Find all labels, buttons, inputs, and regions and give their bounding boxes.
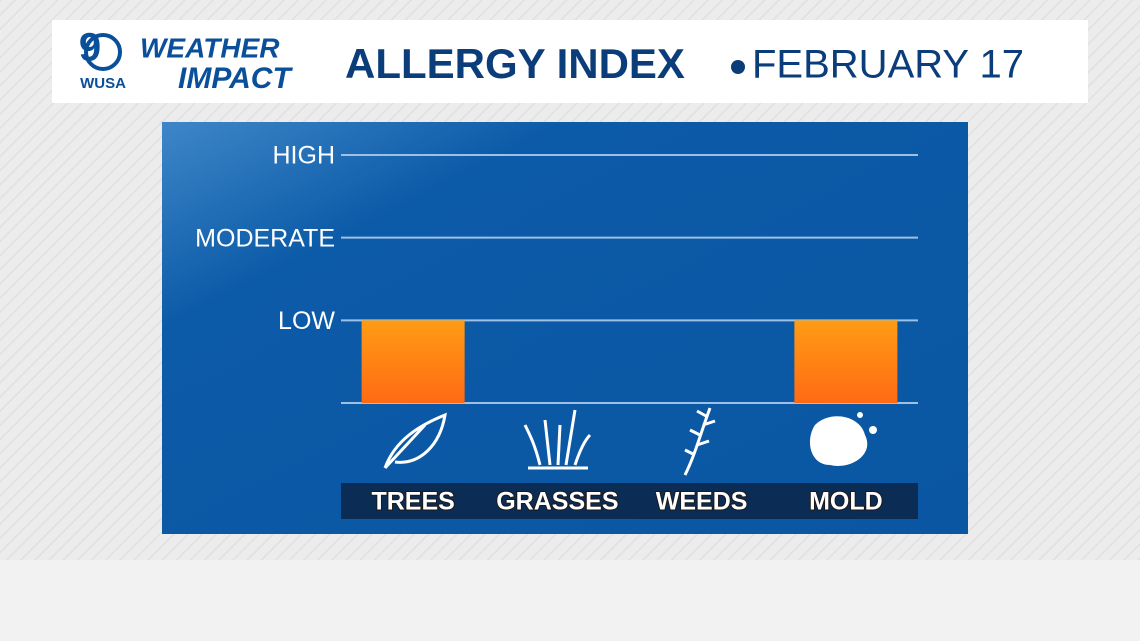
logo-number: 9 xyxy=(79,26,101,70)
mold-icon-dot xyxy=(857,412,863,418)
y-tick-label: HIGH xyxy=(273,142,336,170)
y-tick-label: MODERATE xyxy=(195,224,335,252)
bar xyxy=(794,320,898,403)
weed-icon xyxy=(683,407,716,476)
brand-top: WEATHER xyxy=(140,32,280,63)
brand-bottom: IMPACT xyxy=(178,62,293,95)
x-tick-label: TREES xyxy=(371,488,454,516)
grass-icon xyxy=(523,409,592,470)
logo-text: WUSA xyxy=(80,75,126,92)
category-strip xyxy=(341,483,918,519)
bar xyxy=(361,320,465,403)
chart-subtitle: FEBRUARY 17 xyxy=(752,43,1024,87)
x-tick-label: WEEDS xyxy=(656,488,748,516)
icons xyxy=(383,407,716,476)
y-tick-label: LOW xyxy=(278,307,335,335)
background-band xyxy=(0,560,1140,641)
chart-title: ALLERGY INDEX xyxy=(345,40,685,87)
title-dot xyxy=(731,60,745,74)
x-tick-label: MOLD xyxy=(809,488,883,516)
mold-icon xyxy=(810,416,868,466)
x-tick-label: GRASSES xyxy=(496,488,618,516)
logo-ring xyxy=(84,33,122,71)
mold-icon-dot xyxy=(869,426,877,434)
header-box xyxy=(52,20,1088,103)
tree-icon xyxy=(383,412,447,470)
